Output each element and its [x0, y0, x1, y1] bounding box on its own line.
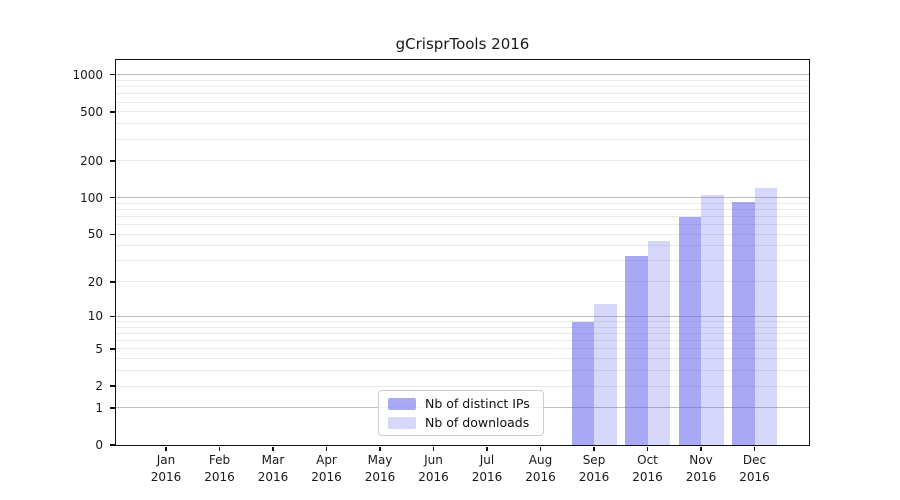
bar-oct-distinct-ips: [625, 256, 648, 445]
y-tick-label: 2: [95, 379, 103, 394]
minor-gridline: [116, 348, 809, 350]
minor-gridline: [116, 216, 809, 218]
bar-sep-downloads: [594, 303, 617, 445]
minor-gridline: [116, 340, 809, 342]
minor-gridline: [116, 111, 809, 113]
minor-gridline: [116, 333, 809, 335]
x-tick-label: Aug 2016: [525, 453, 556, 484]
x-tick-mark: [593, 446, 595, 451]
minor-gridline: [116, 245, 809, 247]
major-gridline: [116, 197, 809, 199]
y-tick-mark: [110, 444, 115, 446]
minor-gridline: [116, 138, 809, 140]
x-tick-mark: [646, 446, 649, 451]
minor-gridline: [116, 326, 809, 328]
x-tick-mark: [325, 446, 328, 451]
y-tick-label: 10: [87, 309, 103, 324]
major-gridline: [116, 315, 809, 317]
y-tick-label: 500: [80, 104, 103, 119]
minor-gridline: [116, 281, 809, 283]
minor-gridline: [116, 79, 809, 81]
legend-item-distinct-ips: Nb of distinct IPs: [388, 396, 534, 411]
y-tick-mark: [110, 281, 115, 283]
y-tick-mark: [110, 348, 115, 350]
x-tick-label: May 2016: [364, 453, 396, 484]
minor-gridline: [116, 370, 809, 372]
bar-dec-downloads: [754, 187, 777, 445]
minor-gridline: [116, 123, 809, 125]
y-tick-mark: [110, 385, 115, 387]
minor-gridline: [116, 93, 809, 95]
y-tick-mark: [110, 315, 115, 318]
x-tick-mark: [700, 446, 702, 451]
x-tick-label: Jun 2016: [418, 453, 449, 484]
x-tick-mark: [432, 446, 435, 451]
legend-item-downloads: Nb of downloads: [388, 415, 534, 430]
x-tick-mark: [272, 446, 274, 451]
minor-gridline: [116, 160, 809, 162]
bar-nov-distinct-ips: [678, 216, 701, 445]
y-tick-label: 100: [80, 190, 103, 205]
x-tick-mark: [753, 446, 756, 451]
minor-gridline: [116, 224, 809, 226]
minor-gridline: [116, 101, 809, 103]
minor-gridline: [116, 385, 809, 387]
major-gridline: [116, 74, 809, 76]
bar-dec-distinct-ips: [732, 201, 755, 445]
legend: Nb of distinct IPs Nb of downloads: [378, 390, 544, 436]
minor-gridline: [116, 233, 809, 235]
x-tick-label: Dec 2016: [739, 453, 770, 484]
minor-gridline: [116, 321, 809, 323]
x-tick-mark: [486, 446, 488, 451]
x-tick-label: Jan 2016: [150, 453, 182, 484]
x-tick-mark: [165, 446, 167, 451]
y-tick-label: 1: [95, 400, 103, 415]
y-tick-mark: [110, 233, 115, 236]
y-tick-label: 20: [87, 274, 103, 289]
x-tick-label: Feb 2016: [204, 453, 235, 484]
y-tick-label: 1000: [72, 67, 103, 82]
minor-gridline: [116, 86, 809, 88]
bar-sep-distinct-ips: [571, 321, 594, 445]
legend-label-distinct-ips: Nb of distinct IPs: [425, 396, 530, 411]
y-tick-label: 50: [87, 227, 103, 242]
x-tick-mark: [379, 446, 381, 451]
y-tick-label: 0: [95, 438, 103, 452]
minor-gridline: [116, 208, 809, 210]
minor-gridline: [116, 202, 809, 204]
x-tick-label: Mar 2016: [257, 453, 289, 484]
y-tick-label: 5: [95, 341, 103, 356]
x-tick-label: Sep 2016: [578, 453, 610, 484]
y-tick-mark: [110, 73, 115, 76]
x-tick-label: Nov 2016: [685, 453, 717, 484]
x-tick-label: Apr 2016: [311, 453, 342, 484]
legend-swatch-distinct-ips: [388, 397, 416, 410]
y-tick-label: 200: [80, 153, 103, 168]
chart-title: gCrisprTools 2016: [395, 35, 530, 53]
legend-label-downloads: Nb of downloads: [425, 415, 530, 430]
y-tick-mark: [110, 111, 115, 113]
x-tick-label: Jul 2016: [471, 453, 503, 484]
minor-gridline: [116, 260, 809, 262]
y-tick-mark: [110, 196, 115, 199]
x-tick-mark: [218, 446, 221, 451]
bar-nov-downloads: [701, 194, 724, 445]
x-tick-label: Oct 2016: [632, 453, 663, 484]
y-tick-mark: [110, 407, 115, 409]
legend-swatch-downloads: [388, 416, 416, 429]
minor-gridline: [116, 358, 809, 360]
y-tick-mark: [110, 160, 115, 162]
x-tick-mark: [539, 446, 542, 451]
bar-oct-downloads: [647, 240, 670, 445]
